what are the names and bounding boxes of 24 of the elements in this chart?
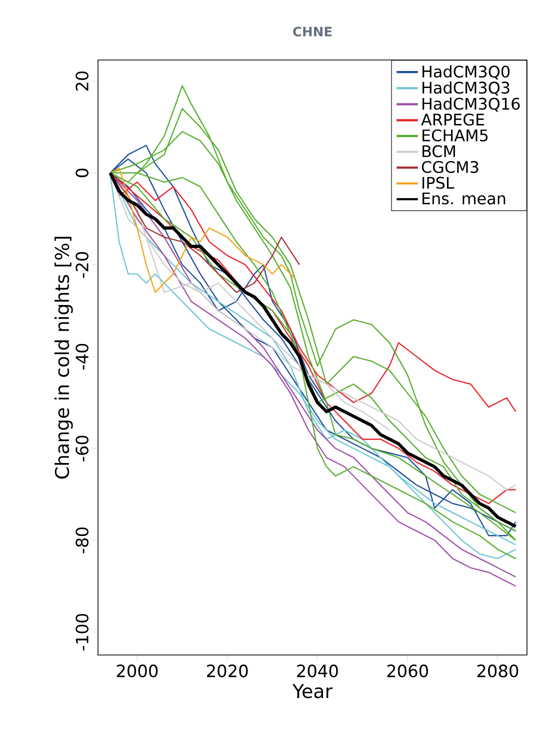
x-tick-label: 2040: [297, 664, 338, 678]
y-tick-label: -20: [76, 252, 88, 278]
legend-label: Ens. mean: [422, 192, 506, 204]
x-tick-label: 2020: [207, 664, 248, 678]
x-axis-title: Year: [292, 684, 333, 698]
x-tick-label: 2060: [387, 664, 428, 678]
y-tick-label: -80: [76, 528, 88, 554]
legend-label: ECHAM5: [422, 129, 488, 142]
y-tick-label: 20: [76, 71, 88, 91]
legend-label: BCM: [422, 145, 455, 158]
y-tick-label: -100: [76, 614, 88, 650]
legend-label: HadCM3Q3: [422, 81, 510, 96]
x-tick-label: 2080: [477, 664, 518, 678]
y-tick-label: -60: [76, 436, 88, 462]
legend-label: IPSL: [422, 176, 454, 189]
y-tick-label: -40: [76, 344, 88, 370]
legend-label: HadCM3Q16: [422, 97, 520, 112]
legend-label: ARPEGE: [421, 114, 484, 126]
legend-label: CGCM3: [422, 160, 478, 174]
x-tick-label: 2000: [116, 664, 158, 678]
legend-label: HadCM3Q0: [422, 65, 510, 80]
y-axis-title: Change in cold nights [%]: [54, 236, 73, 479]
chart-title: CHNE: [293, 26, 332, 36]
y-tick-label: 0: [76, 168, 88, 178]
